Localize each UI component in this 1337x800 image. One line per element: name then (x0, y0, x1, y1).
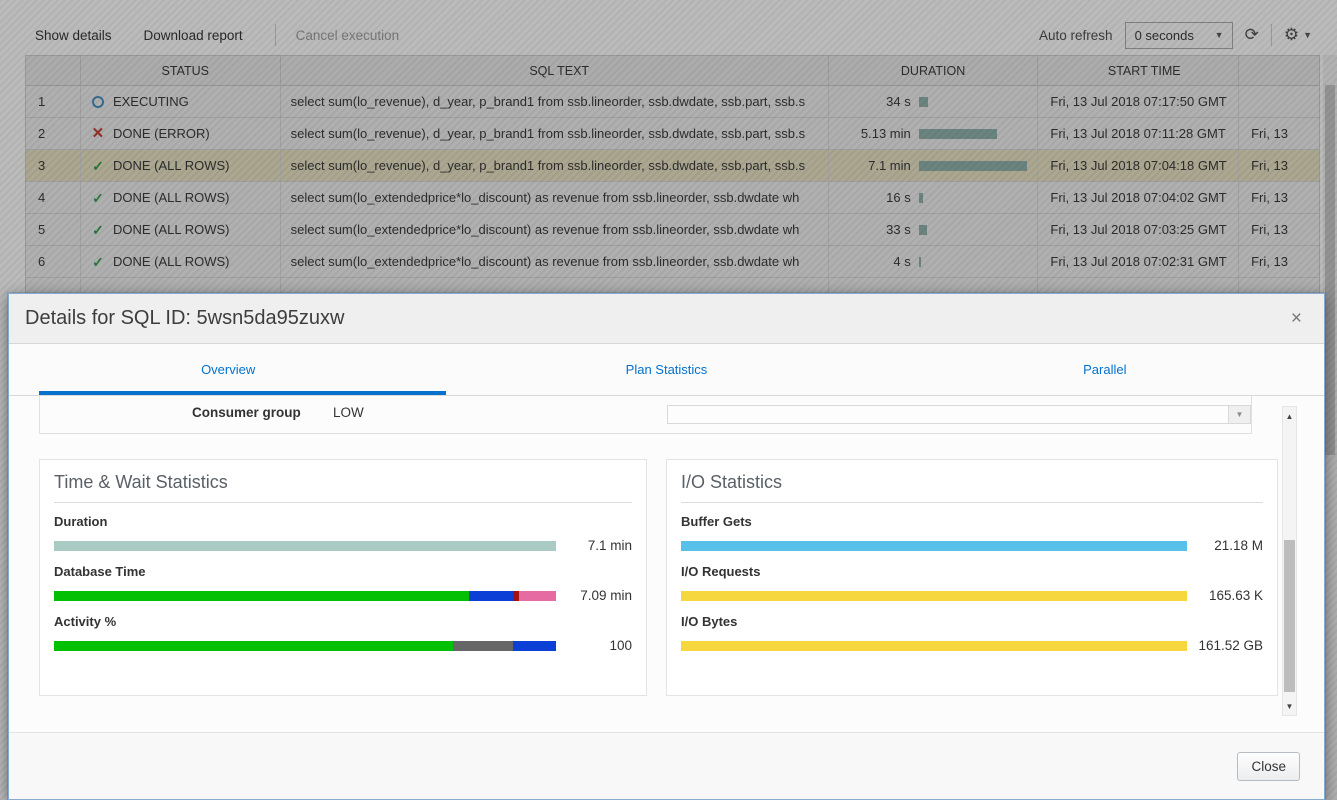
dialog-scrollbar[interactable]: ▲ ▼ (1282, 406, 1297, 716)
metric-bar-row: 7.1 min (54, 538, 632, 553)
close-button[interactable]: Close (1237, 752, 1300, 781)
metric-bar (54, 541, 556, 551)
metric-value: 7.09 min (556, 588, 632, 603)
io-statistics-panel: I/O Statistics Buffer Gets 21.18 M I/O Requ… (666, 459, 1278, 696)
metric-bar-row: 100 (54, 638, 632, 653)
bar-segment (469, 591, 513, 601)
panel-title: I/O Statistics (681, 472, 1263, 503)
consumer-group-value: LOW (333, 405, 364, 420)
bar-segment (54, 591, 469, 601)
general-section: Consumer group LOW ▼ (39, 396, 1252, 434)
tab-plan-statistics[interactable]: Plan Statistics (447, 344, 885, 395)
metric-bar-row: 161.52 GB (681, 638, 1263, 653)
overview-tab-content: Consumer group LOW ▼ Time & Wait Statist… (9, 396, 1324, 733)
metric-value: 161.52 GB (1187, 638, 1263, 653)
bar-segment (513, 641, 556, 651)
close-icon[interactable]: × (1285, 306, 1308, 332)
metric-duration: Duration 7.1 min (54, 514, 632, 553)
bar-segment (519, 591, 556, 601)
content-divider (9, 732, 1324, 733)
metric-bar (681, 641, 1187, 651)
metric-bar-row: 7.09 min (54, 588, 632, 603)
metric-label: Database Time (54, 564, 632, 579)
metric-label: I/O Requests (681, 564, 1263, 579)
bar-segment (54, 541, 556, 551)
metric-bar (681, 541, 1187, 551)
detail-select[interactable]: ▼ (667, 405, 1251, 424)
time-wait-statistics-panel: Time & Wait Statistics Duration 7.1 min Dat… (39, 459, 647, 696)
dialog-title: Details for SQL ID: 5wsn5da95zuxw (25, 307, 344, 330)
bar-segment (681, 541, 1187, 551)
metric-i-o-requests: I/O Requests 165.63 K (681, 564, 1263, 603)
panel-title: Time & Wait Statistics (54, 472, 632, 503)
active-tab-underline (39, 391, 446, 395)
dialog-footer: Close (9, 733, 1324, 799)
scroll-down-icon[interactable]: ▼ (1283, 699, 1296, 713)
metric-label: Buffer Gets (681, 514, 1263, 529)
metric-value: 100 (556, 638, 632, 653)
metric-bar-row: 165.63 K (681, 588, 1263, 603)
consumer-group-label: Consumer group (192, 405, 301, 420)
metric-bar (681, 591, 1187, 601)
metric-value: 165.63 K (1187, 588, 1263, 603)
bar-segment (54, 641, 453, 651)
tab-overview[interactable]: Overview (9, 344, 447, 395)
metric-i-o-bytes: I/O Bytes 161.52 GB (681, 614, 1263, 653)
dialog-scrollbar-thumb[interactable] (1284, 540, 1295, 692)
metric-database-time: Database Time 7.09 min (54, 564, 632, 603)
metric-bar (54, 591, 556, 601)
bar-segment (453, 641, 513, 651)
metric-label: I/O Bytes (681, 614, 1263, 629)
metric-label: Activity % (54, 614, 632, 629)
metric-label: Duration (54, 514, 632, 529)
scroll-up-icon[interactable]: ▲ (1283, 409, 1296, 423)
dialog-tabs: OverviewPlan StatisticsParallel (9, 344, 1324, 396)
metric-buffer-gets: Buffer Gets 21.18 M (681, 514, 1263, 553)
metric-bar-row: 21.18 M (681, 538, 1263, 553)
tab-parallel[interactable]: Parallel (886, 344, 1324, 395)
screen: Show details Download report Cancel exec… (0, 0, 1337, 800)
bar-segment (681, 641, 1187, 651)
chevron-down-icon: ▼ (1228, 406, 1250, 423)
metric-bar (54, 641, 556, 651)
metric-value: 7.1 min (556, 538, 632, 553)
metric-activity-: Activity % 100 (54, 614, 632, 653)
dialog-header: Details for SQL ID: 5wsn5da95zuxw × (9, 294, 1324, 344)
sql-details-dialog: Details for SQL ID: 5wsn5da95zuxw × Over… (8, 293, 1325, 800)
bar-segment (681, 591, 1187, 601)
metric-value: 21.18 M (1187, 538, 1263, 553)
